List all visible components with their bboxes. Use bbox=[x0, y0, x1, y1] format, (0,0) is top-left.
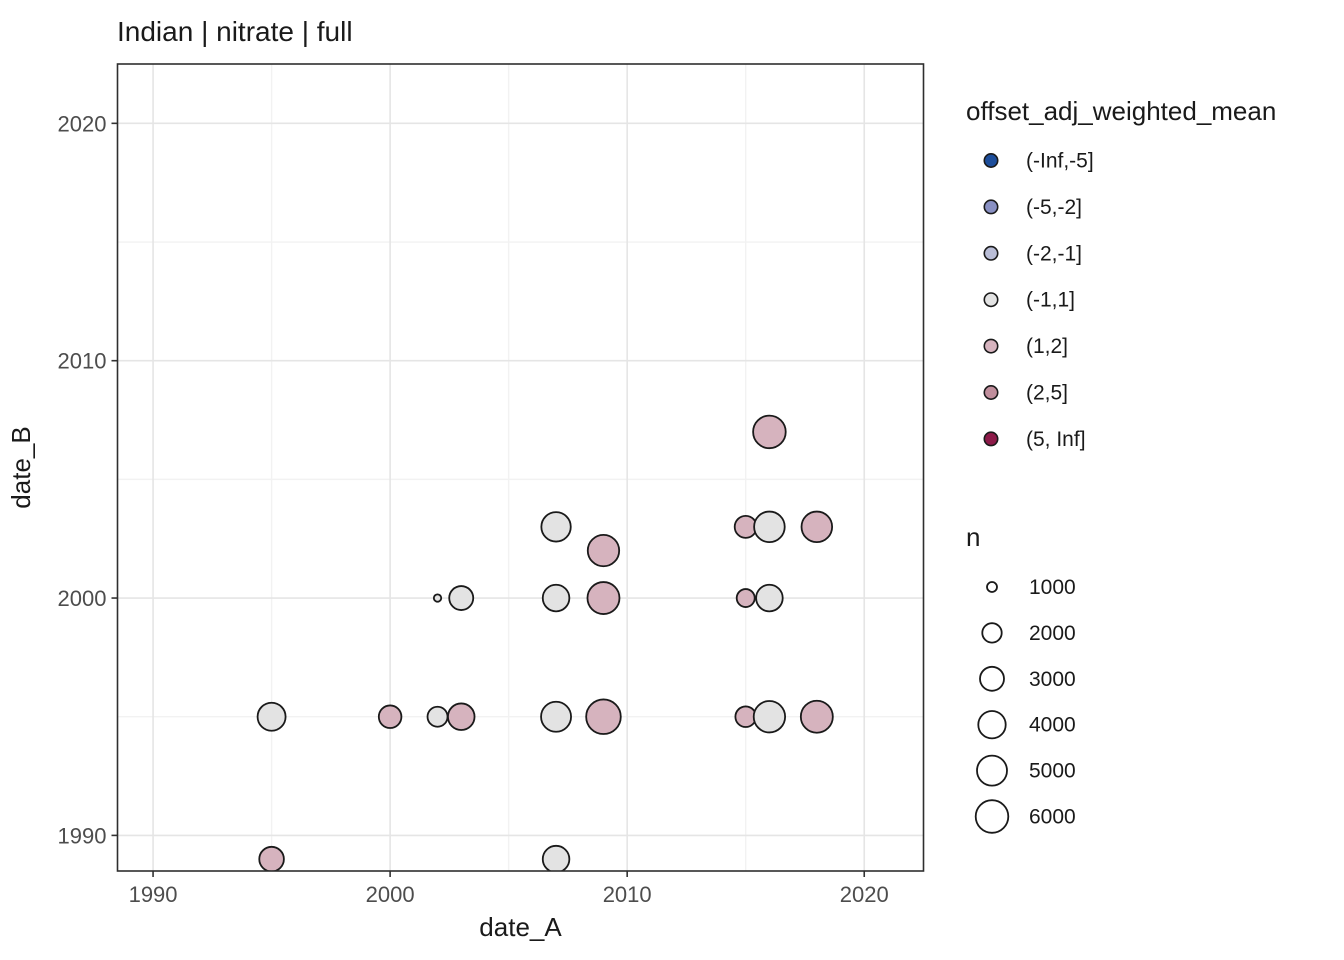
data-point bbox=[540, 511, 572, 543]
size-legend-title: n bbox=[966, 522, 980, 552]
size-legend: 1000 2000 3000 4000 5000 6000 bbox=[974, 576, 1076, 834]
size-legend-swatch bbox=[976, 754, 1008, 787]
plot-panel bbox=[117, 64, 924, 871]
axis-ticks bbox=[111, 122, 866, 877]
size-legend-swatch bbox=[977, 710, 1007, 740]
size-legend-swatch bbox=[981, 622, 1003, 644]
data-point bbox=[377, 704, 403, 729]
data-point bbox=[540, 700, 572, 733]
size-legend-label: 5000 bbox=[1029, 760, 1076, 783]
data-point bbox=[755, 583, 784, 613]
data-points-layer bbox=[256, 414, 834, 871]
color-legend-swatch bbox=[983, 431, 999, 447]
color-legend-swatch bbox=[983, 292, 999, 308]
size-legend-swatch bbox=[986, 581, 998, 593]
color-legend: (-Inf,-5] (-5,-2] (-2,-1] (-1,1] (1,2] (2,5] (… bbox=[983, 150, 1094, 451]
data-point bbox=[447, 702, 476, 731]
x-axis-tick-label: 1990 bbox=[129, 882, 178, 907]
data-point bbox=[586, 581, 621, 615]
data-point bbox=[752, 414, 787, 450]
data-point bbox=[541, 844, 571, 871]
data-point bbox=[800, 510, 834, 544]
color-legend-swatch bbox=[983, 338, 999, 354]
size-legend-label: 6000 bbox=[1029, 806, 1076, 829]
data-point bbox=[432, 593, 443, 603]
y-axis-tick-label: 2000 bbox=[58, 586, 107, 611]
color-legend-swatch bbox=[983, 153, 999, 169]
x-axis-tick-label: 2010 bbox=[603, 882, 652, 907]
data-point bbox=[799, 699, 834, 734]
color-legend-label: (-Inf,-5] bbox=[1026, 150, 1094, 173]
color-legend-swatch bbox=[983, 384, 999, 400]
color-legend-swatch bbox=[983, 199, 999, 215]
plot-title: Indian | nitrate | full bbox=[117, 16, 353, 47]
y-axis-tick-label: 1990 bbox=[58, 823, 107, 848]
color-legend-label: (2,5] bbox=[1026, 382, 1068, 405]
data-point bbox=[541, 583, 571, 613]
data-point bbox=[258, 845, 285, 871]
data-point bbox=[256, 701, 287, 732]
size-legend-label: 1000 bbox=[1029, 576, 1076, 599]
x-axis-title: date_A bbox=[479, 912, 562, 942]
minor-gridlines bbox=[117, 64, 924, 871]
x-axis-tick-label: 2000 bbox=[366, 882, 415, 907]
data-point bbox=[753, 510, 786, 544]
color-legend-label: (-2,-1] bbox=[1026, 242, 1082, 265]
data-point bbox=[585, 698, 622, 735]
major-gridlines bbox=[117, 64, 924, 871]
data-point bbox=[586, 533, 621, 568]
color-legend-label: (-5,-2] bbox=[1026, 196, 1082, 219]
size-legend-label: 3000 bbox=[1029, 668, 1076, 691]
color-legend-label: (-1,1] bbox=[1026, 289, 1075, 312]
data-point bbox=[448, 585, 475, 611]
color-legend-label: (5, Inf] bbox=[1026, 428, 1086, 451]
data-point bbox=[426, 705, 449, 728]
color-legend-label: (1,2] bbox=[1026, 335, 1068, 358]
color-legend-title: offset_adj_weighted_mean bbox=[966, 96, 1276, 126]
data-point bbox=[735, 588, 756, 608]
x-axis-tick-label: 2020 bbox=[840, 882, 889, 907]
size-legend-swatch bbox=[974, 799, 1010, 834]
y-axis-tick-label: 2020 bbox=[58, 111, 107, 136]
color-legend-swatch bbox=[983, 245, 999, 261]
size-legend-label: 4000 bbox=[1029, 714, 1076, 737]
size-legend-label: 2000 bbox=[1029, 622, 1076, 645]
data-point bbox=[752, 700, 787, 734]
axis-tick-labels: 1990 2000 2010 2020 1990 2000 2010 2020 bbox=[58, 111, 889, 907]
y-axis-tick-label: 2010 bbox=[58, 349, 107, 374]
y-axis-title: date_B bbox=[6, 426, 36, 508]
panel-border bbox=[116, 63, 925, 872]
size-legend-swatch bbox=[979, 665, 1005, 692]
